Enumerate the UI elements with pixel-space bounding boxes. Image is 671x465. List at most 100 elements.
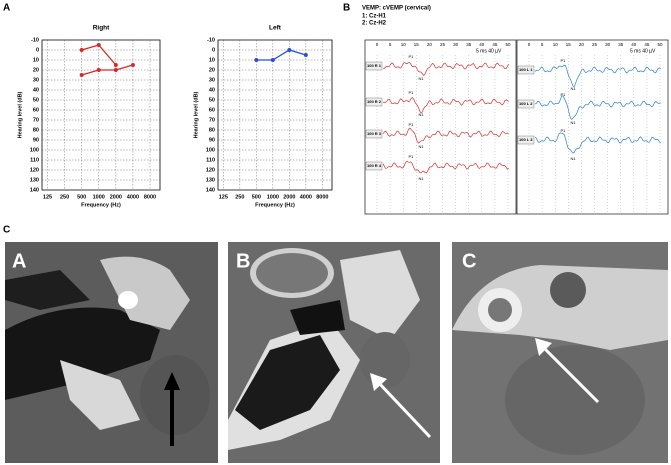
x-axis-label: Frequency (Hz) xyxy=(81,202,121,208)
y-tick-label: 80 xyxy=(33,127,39,133)
y-tick-label: 20 xyxy=(209,67,215,73)
x-tick-label: 1000 xyxy=(267,194,279,200)
ct-label: B xyxy=(236,250,250,272)
arrow xyxy=(541,345,600,404)
trace-tag xyxy=(365,129,383,139)
ct-label: C xyxy=(462,250,476,272)
x-tick-label: 2000 xyxy=(283,194,295,200)
time-tick-label: 5 xyxy=(541,42,544,47)
y-tick-label: 70 xyxy=(33,117,39,123)
trace-label: 100 R 3 xyxy=(367,131,382,136)
time-tick-label: 50 xyxy=(657,42,663,47)
x-tick-label: 250 xyxy=(235,194,244,200)
time-tick-label: 30 xyxy=(605,42,611,47)
y-tick-label: 110 xyxy=(206,157,215,163)
y-tick-label: 30 xyxy=(209,77,215,83)
time-tick-label: 20 xyxy=(579,42,585,47)
peak-label: P1 xyxy=(560,58,566,63)
y-tick-label: 90 xyxy=(209,137,215,143)
panel-label: A xyxy=(3,3,10,14)
data-point xyxy=(79,48,84,52)
x-tick-label: 250 xyxy=(60,194,69,200)
vemp-box xyxy=(516,39,669,215)
time-tick-label: 15 xyxy=(414,42,420,47)
time-tick-label: 40 xyxy=(479,42,485,47)
x-tick-label: 125 xyxy=(219,194,228,200)
peak-label: N1 xyxy=(571,86,577,91)
time-tick-label: 0 xyxy=(376,42,379,47)
y-tick-label: 20 xyxy=(33,67,39,73)
data-point xyxy=(113,68,118,72)
data-point xyxy=(270,58,275,62)
peak-label: N1 xyxy=(571,156,577,161)
arrow-head xyxy=(370,373,387,391)
time-tick-label: 15 xyxy=(566,42,572,47)
trace xyxy=(382,127,509,144)
x-axis-label: Frequency (Hz) xyxy=(255,202,295,208)
trace-tag xyxy=(517,65,535,75)
peak-label: P1 xyxy=(408,54,414,59)
ct-image xyxy=(452,242,668,463)
x-tick-label: 500 xyxy=(77,194,86,200)
chart-title: Right xyxy=(93,25,110,32)
y-tick-label: 10 xyxy=(209,57,215,63)
y-tick-label: 80 xyxy=(209,127,215,133)
y-tick-label: 40 xyxy=(33,87,39,93)
y-tick-label: 40 xyxy=(209,87,215,93)
y-tick-label: 30 xyxy=(33,77,39,83)
y-tick-label: 120 xyxy=(30,167,39,173)
trace-label: 100 L 3 xyxy=(519,137,533,142)
data-point xyxy=(130,63,135,67)
trace-tag xyxy=(365,61,383,71)
time-tick-label: 45 xyxy=(492,42,498,47)
time-tick-label: 35 xyxy=(466,42,472,47)
trace-label: 100 R 1 xyxy=(367,63,382,68)
ct-image xyxy=(228,242,440,463)
vemp-channel: 1: Cz-H1 xyxy=(362,14,387,20)
series-line xyxy=(256,49,307,61)
data-point xyxy=(113,63,118,67)
y-tick-label: 0 xyxy=(36,47,39,53)
y-tick-label: 70 xyxy=(209,117,215,123)
y-axis-label: Hearing level (dB) xyxy=(193,91,199,138)
peak-label: P1 xyxy=(560,128,566,133)
time-tick-label: 45 xyxy=(644,42,650,47)
y-tick-label: 50 xyxy=(33,97,39,103)
y-tick-label: 130 xyxy=(30,177,39,183)
ct-image xyxy=(5,242,218,463)
time-tick-label: 5 xyxy=(389,42,392,47)
y-tick-label: 50 xyxy=(209,97,215,103)
peak-label: P1 xyxy=(408,154,414,159)
peak-label: N1 xyxy=(419,144,425,149)
x-tick-label: 500 xyxy=(252,194,261,200)
y-tick-label: 60 xyxy=(209,107,215,113)
y-tick-label: 90 xyxy=(33,137,39,143)
data-point xyxy=(287,48,292,52)
x-tick-label: 4000 xyxy=(300,194,312,200)
vemp-scale: 5 ms 40 µV xyxy=(476,48,502,54)
vemp-title: VEMP: cVEMP (cervical) xyxy=(362,6,431,12)
peak-label: N1 xyxy=(419,112,425,117)
trace xyxy=(534,95,661,120)
y-tick-label: 10 xyxy=(33,57,39,63)
time-tick-label: 20 xyxy=(427,42,433,47)
data-point xyxy=(303,53,308,57)
panel-label: B xyxy=(343,3,350,14)
trace xyxy=(382,160,509,174)
data-point xyxy=(96,43,101,47)
chart-title: Left xyxy=(269,25,282,32)
trace-tag xyxy=(365,161,383,171)
panel-label: C xyxy=(3,225,10,236)
data-point xyxy=(96,68,101,72)
ct-label: A xyxy=(12,250,26,272)
trace-tag xyxy=(517,135,535,145)
time-tick-label: 0 xyxy=(528,42,531,47)
y-tick-label: 130 xyxy=(206,177,215,183)
y-tick-label: 100 xyxy=(30,147,39,153)
y-tick-label: 110 xyxy=(30,157,39,163)
x-tick-label: 8000 xyxy=(316,194,328,200)
time-tick-label: 35 xyxy=(618,42,624,47)
arrow-head xyxy=(164,372,180,390)
peak-label: P1 xyxy=(560,92,566,97)
